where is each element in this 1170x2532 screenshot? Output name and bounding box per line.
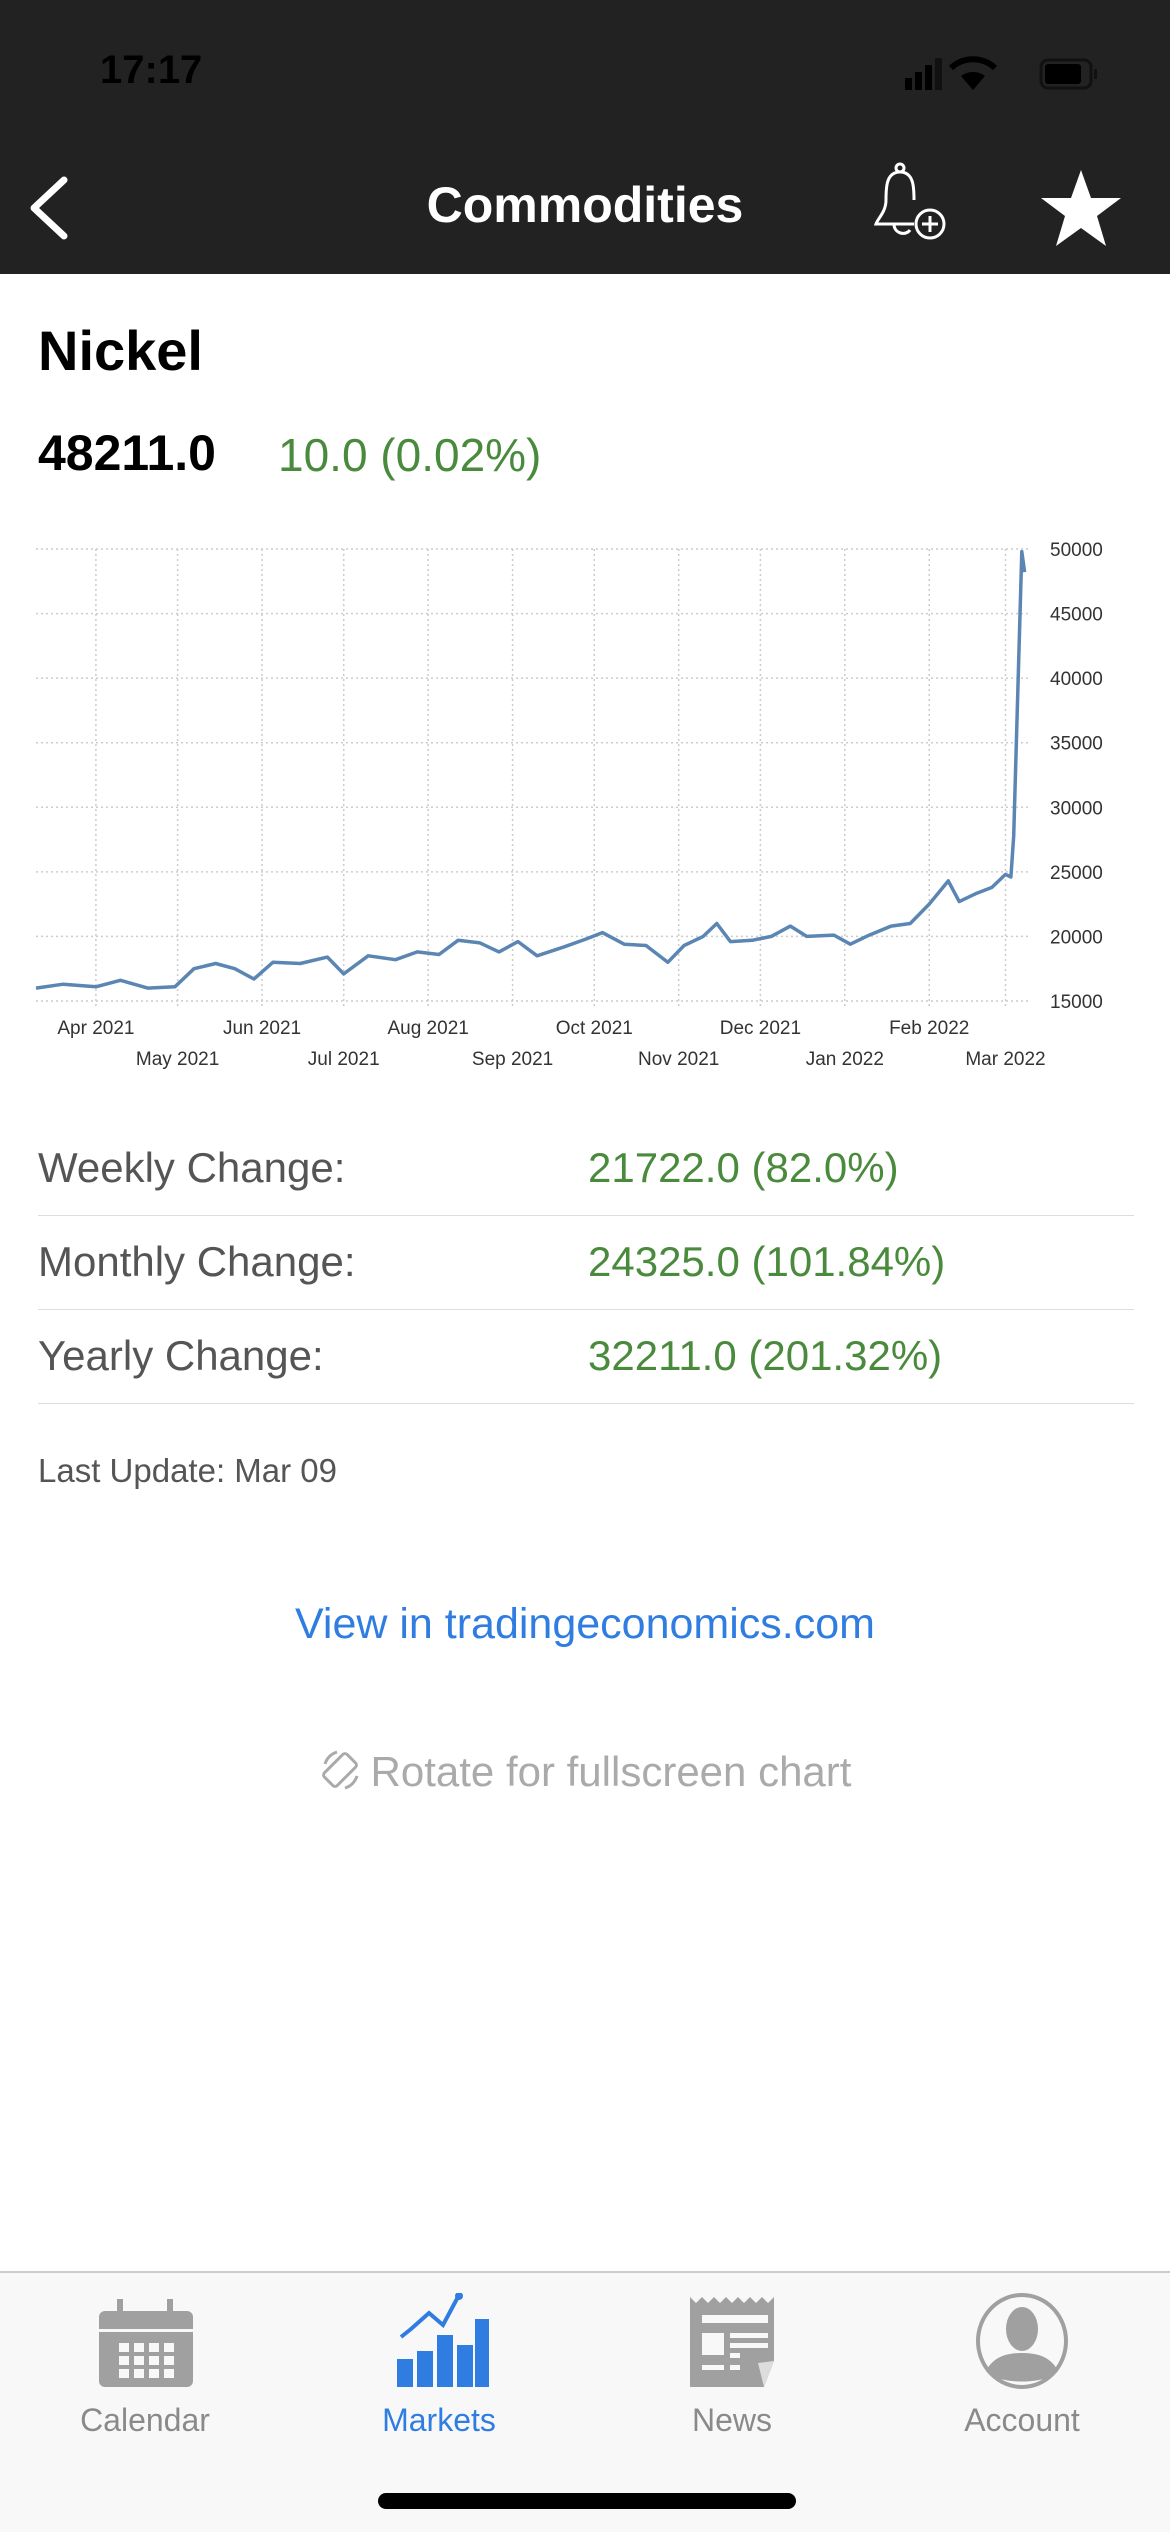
stat-row-yearly: Yearly Change: 32211.0 (201.32%) [38, 1310, 1134, 1404]
newspaper-icon [690, 2297, 774, 2387]
battery-icon [1039, 58, 1097, 90]
x-tick-label: Mar 2022 [965, 1049, 1045, 1070]
y-tick-label: 25000 [1050, 863, 1103, 884]
x-tick-label: Apr 2021 [57, 1018, 134, 1039]
last-update: Last Update: Mar 09 [38, 1452, 337, 1489]
y-tick-label: 45000 [1050, 605, 1103, 626]
account-icon [976, 2293, 1068, 2389]
price-chart[interactable]: 15000 20000 25000 30000 35000 40000 45000 50000… [0, 530, 1170, 1080]
x-tick-label: Jun 2021 [223, 1018, 301, 1039]
stat-label: Yearly Change: [38, 1332, 324, 1379]
y-tick-label: 40000 [1050, 669, 1103, 690]
stat-label: Monthly Change: [38, 1238, 356, 1285]
stat-row-monthly: Monthly Change: 24325.0 (101.84%) [38, 1216, 1134, 1310]
star-icon [1041, 170, 1121, 246]
x-tick-label: Feb 2022 [889, 1018, 969, 1039]
tab-markets[interactable]: Markets [339, 2292, 539, 2439]
x-tick-label: Oct 2021 [556, 1018, 633, 1039]
instrument-change: 10.0 (0.02%) [278, 429, 542, 481]
x-tick-label: Nov 2021 [638, 1049, 719, 1070]
tab-calendar[interactable]: Calendar [45, 2293, 245, 2439]
y-tick-label: 20000 [1050, 927, 1103, 948]
x-tick-label: Dec 2021 [720, 1018, 801, 1039]
wifi-icon [948, 56, 998, 90]
markets-chart-icon [397, 2292, 491, 2387]
x-tick-label: Jul 2021 [308, 1049, 380, 1070]
stat-value: 24325.0 (101.84%) [588, 1238, 946, 1285]
rotate-hint-text: Rotate for fullscreen chart [370, 1748, 852, 1795]
status-time: 17:17 [100, 48, 203, 92]
home-indicator [378, 2493, 796, 2509]
tradingeconomics-link[interactable]: View in tradingeconomics.com [295, 1600, 875, 1648]
signal-icon [905, 58, 942, 90]
x-tick-label: Sep 2021 [472, 1049, 553, 1070]
tab-label: News [691, 2402, 772, 2438]
tab-bar: Calendar Markets News Account [0, 2271, 1170, 2532]
bell-plus-icon [873, 162, 946, 240]
favorite-button[interactable] [1038, 168, 1124, 248]
y-tick-label: 30000 [1050, 798, 1103, 819]
tab-label: Account [964, 2402, 1080, 2438]
tab-account[interactable]: Account [922, 2293, 1122, 2439]
chevron-left-icon [30, 176, 68, 240]
back-button[interactable] [24, 172, 74, 242]
calendar-icon [99, 2299, 193, 2387]
x-tick-label: Aug 2021 [387, 1018, 468, 1039]
stat-label: Weekly Change: [38, 1144, 346, 1191]
y-tick-label: 15000 [1050, 992, 1103, 1013]
x-tick-label: Jan 2022 [806, 1049, 884, 1070]
tab-news[interactable]: News [632, 2293, 832, 2439]
top-bar [0, 0, 1170, 274]
x-tick-label: May 2021 [136, 1049, 219, 1070]
rotate-icon [321, 1750, 358, 1790]
rotate-hint: Rotate for fullscreen chart [0, 1748, 1170, 1796]
y-tick-label: 35000 [1050, 734, 1103, 755]
add-alert-button[interactable] [870, 160, 950, 245]
instrument-name: Nickel [38, 319, 203, 382]
tab-label: Calendar [80, 2402, 210, 2438]
stat-value: 21722.0 (82.0%) [588, 1144, 899, 1191]
instrument-price: 48211.0 [38, 425, 216, 481]
status-icons [905, 56, 1097, 90]
stat-value: 32211.0 (201.32%) [588, 1332, 943, 1379]
stat-row-weekly: Weekly Change: 21722.0 (82.0%) [38, 1122, 1134, 1216]
nav-title: Commodities [426, 177, 744, 233]
y-tick-label: 50000 [1050, 540, 1103, 561]
price-line [35, 549, 1027, 990]
tab-label: Markets [382, 2402, 496, 2438]
